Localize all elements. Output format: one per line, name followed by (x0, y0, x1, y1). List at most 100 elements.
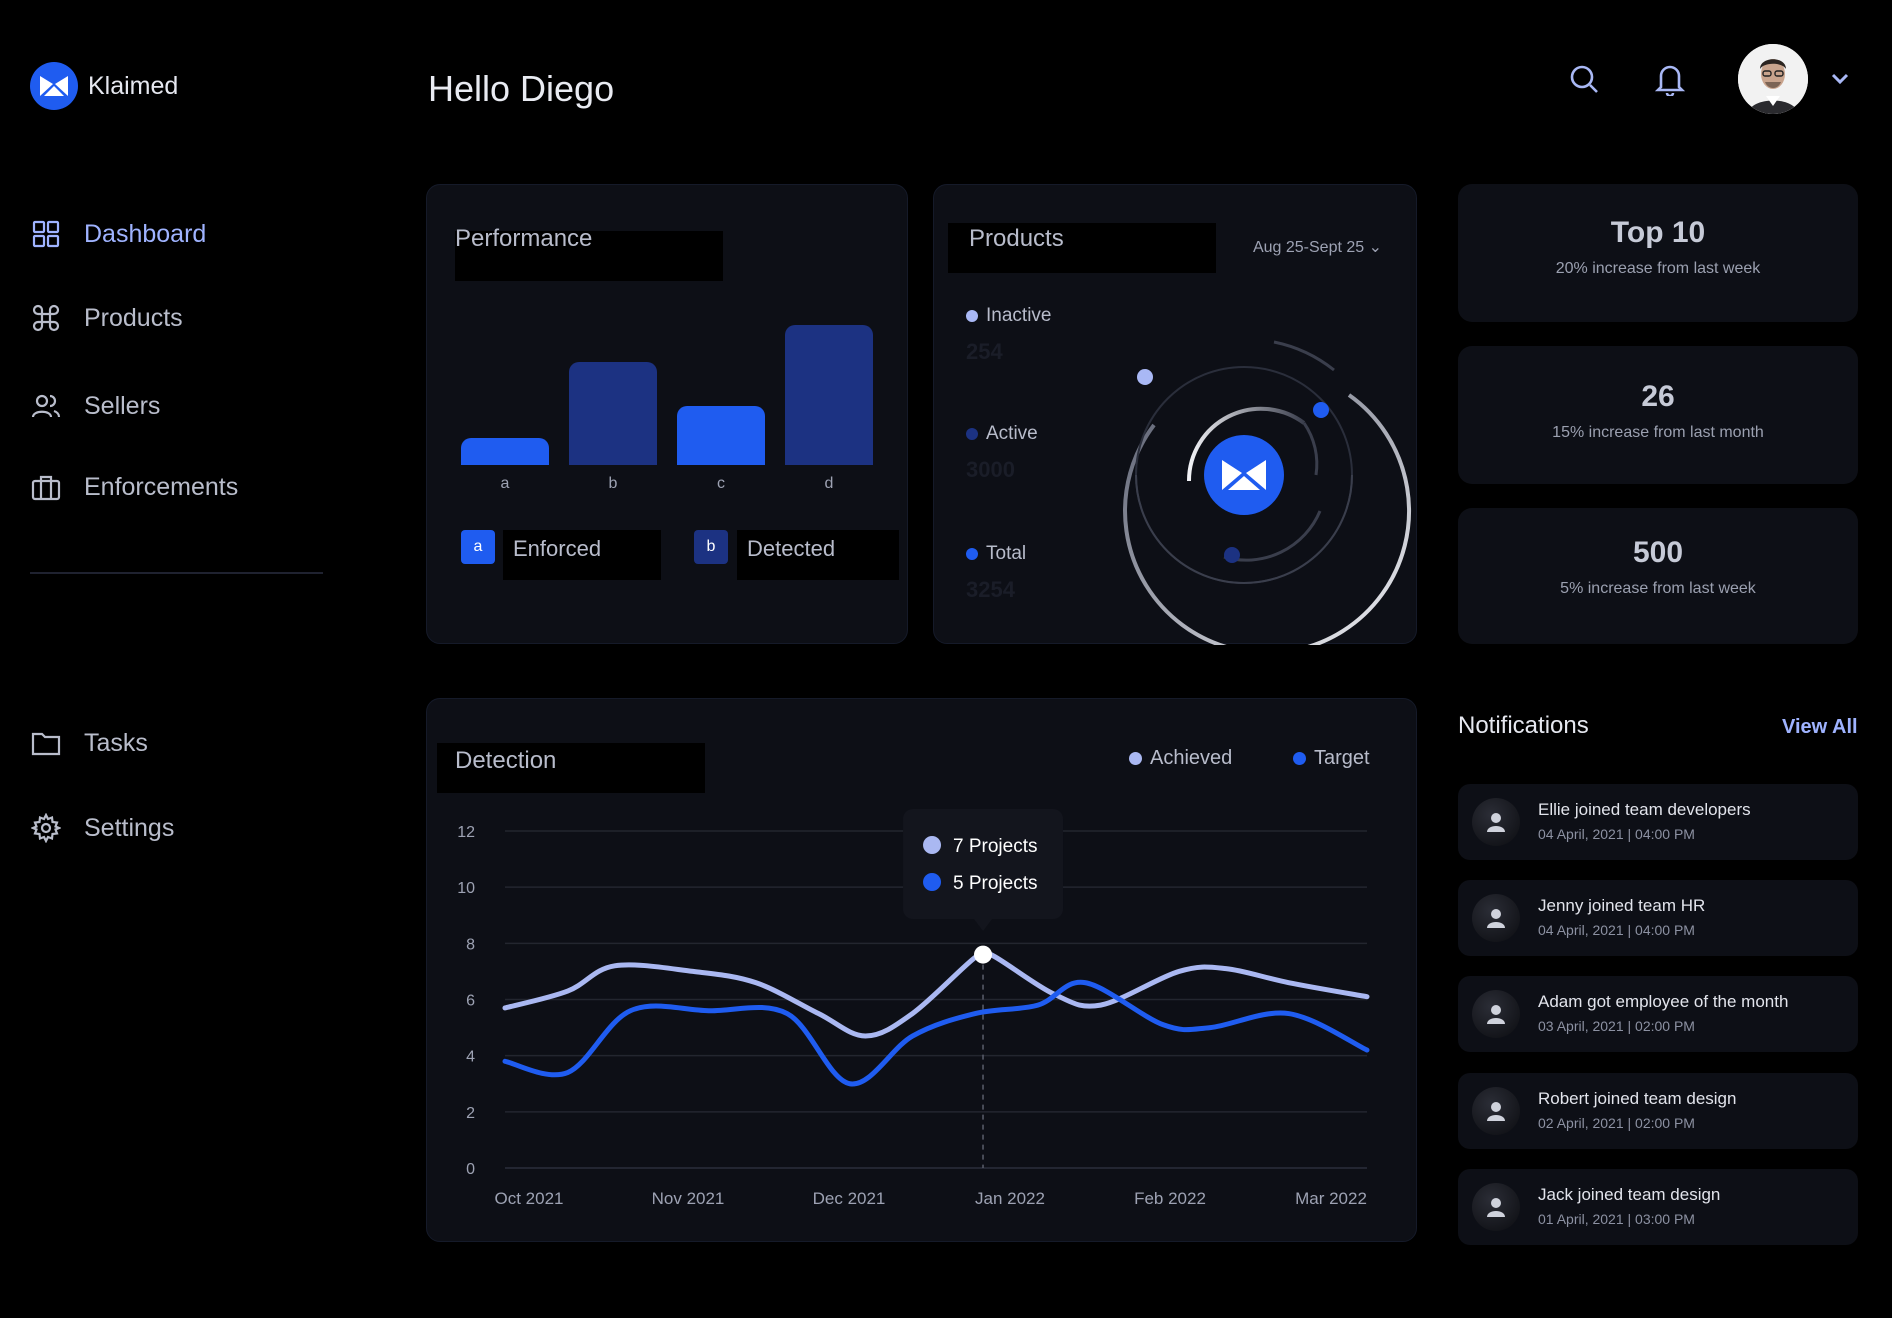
detection-line-chart: 12 10 8 6 4 2 0 Oct 2021 Nov 2021 Dec 2021 Jan 202… (457, 809, 1370, 1208)
sidebar-item-products[interactable]: Products (30, 302, 183, 334)
performance-x-tick: c (717, 475, 725, 492)
grid-icon (30, 218, 62, 250)
x-tick-label: Jan 2022 (975, 1189, 1045, 1208)
user-avatar-icon (1472, 990, 1520, 1038)
performance-x-tick: d (824, 475, 834, 492)
stat-card-value: Top 10 (1610, 216, 1706, 249)
performance-bar-a (461, 438, 549, 465)
sidebar-item-settings[interactable]: Settings (30, 812, 174, 844)
chevron-down-icon[interactable] (1822, 60, 1858, 98)
y-tick-label: 8 (466, 936, 475, 953)
legend-badge-detected: b (694, 530, 728, 564)
products-card: Products Aug 25-Sept 25 ⌄ Inactive 254 A… (933, 184, 1417, 645)
search-icon[interactable] (1565, 60, 1603, 98)
y-tick-label: 12 (457, 824, 475, 841)
detection-title: Detection (455, 747, 557, 774)
inactive-dot (966, 310, 978, 322)
tooltip-dot-target (923, 873, 942, 891)
performance-x-tick: a (500, 475, 510, 492)
sidebar-item-label: Dashboard (84, 219, 207, 248)
products-title: Products (969, 225, 1064, 252)
stat-label: Total (986, 543, 1027, 564)
stat-inactive: Inactive 254 (966, 305, 1051, 365)
notification-text: Adam got employee of the month (1538, 992, 1789, 1011)
stat-label: Inactive (986, 305, 1052, 326)
user-avatar-icon (1472, 1087, 1520, 1135)
notification-item[interactable]: Ellie joined team developers 04 April, 2… (1458, 784, 1858, 860)
stat-active: Active 3000 (966, 423, 1038, 483)
orbit-dot-inactive (1137, 369, 1153, 385)
x-tick-label: Nov 2021 (652, 1189, 725, 1208)
brand-name: Klaimed (88, 71, 179, 100)
title-mask (455, 231, 723, 281)
legend-label-detected: Detected (737, 530, 899, 580)
series-line-achieved (502, 947, 1370, 1039)
sidebar-item-label: Sellers (84, 391, 161, 420)
page-title: Hello Diego (428, 68, 615, 109)
y-tick-label: 0 (466, 1161, 475, 1178)
stat-card-500: 500 5% increase from last week (1458, 508, 1858, 644)
bell-icon[interactable] (1651, 60, 1689, 98)
brand[interactable]: Klaimed (30, 62, 178, 110)
x-tick-label: Dec 2021 (813, 1189, 886, 1208)
sidebar-item-tasks[interactable]: Tasks (30, 727, 148, 759)
target-dot (1293, 752, 1306, 765)
sidebar-item-enforcements[interactable]: Enforcements (30, 471, 238, 503)
tooltip-dot-achieved (923, 836, 942, 854)
sidebar-item-label: Enforcements (84, 472, 239, 501)
tooltip-pointer (974, 919, 993, 931)
stat-card-value: 500 (1632, 536, 1684, 569)
user-avatar-icon (1472, 1183, 1520, 1231)
stat-card-subtitle: 15% increase from last month (1552, 424, 1764, 441)
notification-item[interactable]: Adam got employee of the month 03 April,… (1458, 976, 1858, 1052)
briefcase-icon (30, 471, 62, 503)
notification-time: 04 April, 2021 | 04:00 PM (1538, 922, 1695, 938)
performance-bar-c (677, 406, 765, 465)
tooltip-label-achieved: 7 Projects (953, 836, 1037, 857)
sidebar-item-label: Settings (84, 813, 175, 842)
stat-card-value: 26 (1641, 380, 1675, 413)
stat-card-26: 26 15% increase from last month (1458, 346, 1858, 484)
performance-card: Performance a b c d a Enforced b Detected (426, 184, 908, 644)
notification-item[interactable]: Jack joined team design 01 April, 2021 |… (1458, 1169, 1858, 1245)
legend-target: Target (1293, 747, 1370, 770)
sidebar-item-dashboard[interactable]: Dashboard (30, 218, 206, 250)
stat-label: Active (986, 423, 1038, 444)
performance-x-tick: b (608, 475, 618, 492)
user-avatar-icon (1472, 798, 1520, 846)
view-all-link[interactable]: View All (1782, 716, 1858, 738)
products-orbit-graphic (1123, 340, 1411, 645)
sidebar-item-label: Products (84, 303, 183, 332)
sidebar-item-sellers[interactable]: Sellers (30, 390, 160, 422)
x-tick-label: Mar 2022 (1295, 1189, 1367, 1208)
notification-text: Ellie joined team developers (1538, 800, 1751, 819)
notification-text: Jenny joined team HR (1538, 896, 1706, 915)
notification-text: Jack joined team design (1538, 1185, 1721, 1204)
orbit-dot-total (1313, 402, 1329, 418)
date-range-select[interactable]: Aug 25-Sept 25 ⌄ (1252, 239, 1382, 256)
notification-time: 02 April, 2021 | 02:00 PM (1538, 1115, 1695, 1131)
tooltip-label-target: 5 Projects (953, 873, 1037, 894)
performance-x-labels: a b c d (427, 475, 909, 499)
stat-card-top10: Top 10 20% increase from last week (1458, 184, 1858, 322)
stat-value: 3254 (966, 577, 1015, 602)
notification-time: 04 April, 2021 | 04:00 PM (1538, 826, 1695, 842)
legend-label: Achieved (1150, 747, 1233, 769)
notification-time: 03 April, 2021 | 02:00 PM (1538, 1018, 1695, 1034)
klaimed-logo-icon (1222, 460, 1266, 490)
stat-value: 3000 (966, 457, 1015, 482)
y-tick-label: 4 (466, 1049, 475, 1066)
notification-item[interactable]: Jenny joined team HR 04 April, 2021 | 04… (1458, 880, 1858, 956)
sidebar-item-label: Tasks (84, 728, 148, 757)
stat-total: Total 3254 (966, 543, 1026, 603)
total-dot (966, 548, 978, 560)
legend-achieved: Achieved (1129, 747, 1232, 770)
orbit-dot-active (1224, 547, 1240, 563)
x-tick-label: Feb 2022 (1134, 1189, 1206, 1208)
avatar[interactable] (1738, 44, 1808, 114)
notification-item[interactable]: Robert joined team design 02 April, 2021… (1458, 1073, 1858, 1149)
legend-label: Target (1314, 747, 1370, 769)
notification-time: 01 April, 2021 | 03:00 PM (1538, 1211, 1695, 1227)
user-avatar-icon (1472, 894, 1520, 942)
sidebar-divider (30, 572, 323, 574)
